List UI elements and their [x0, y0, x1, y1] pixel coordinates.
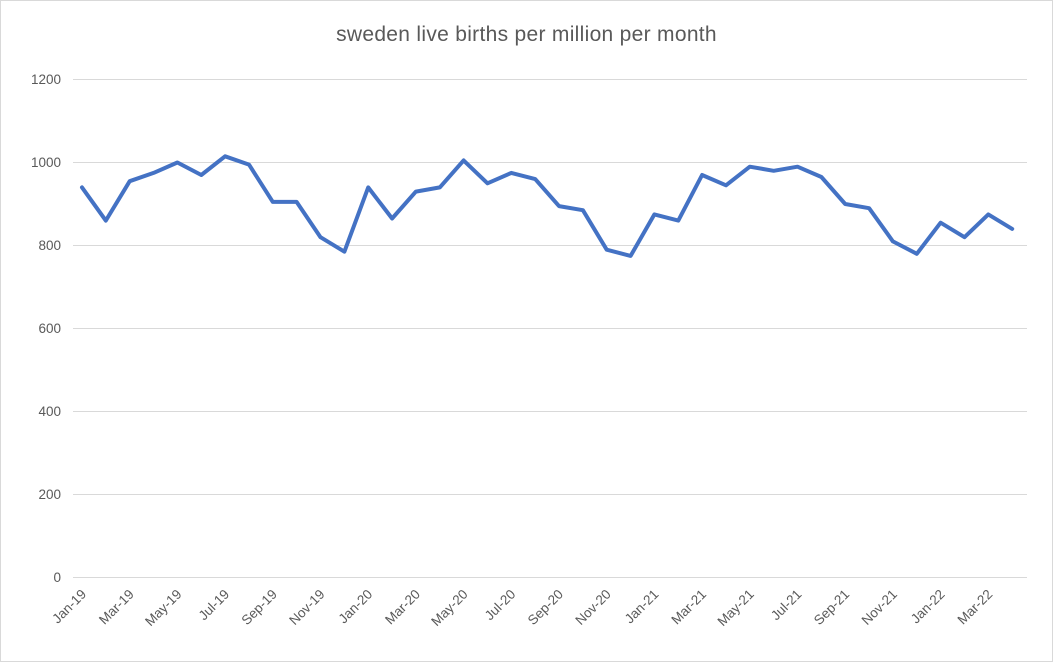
x-axis-tick-label: Mar-19 — [96, 587, 137, 628]
y-axis-tick-label: 400 — [38, 404, 61, 419]
y-axis-tick-label: 0 — [53, 570, 61, 585]
y-axis-tick-label: 800 — [38, 238, 61, 253]
x-axis-tick-label: May-20 — [428, 587, 470, 629]
x-axis-tick-label: Nov-19 — [286, 587, 327, 628]
x-axis-tick-label: Nov-21 — [859, 587, 900, 628]
x-axis-tick-label: Sep-19 — [239, 587, 280, 628]
x-axis-tick-label: Jan-21 — [622, 587, 662, 627]
x-axis-tick-label: Nov-20 — [572, 587, 613, 628]
x-axis-tick-label: Jan-19 — [49, 587, 89, 627]
x-axis-tick-label: May-19 — [142, 587, 184, 629]
chart-title: sweden live births per million per month — [336, 23, 717, 46]
x-axis-tick-label: Jan-22 — [908, 587, 948, 627]
x-axis-tick-label: Mar-20 — [382, 587, 423, 628]
x-axis-tick-label: Mar-22 — [955, 587, 996, 628]
y-axis-tick-label: 1000 — [31, 155, 61, 170]
y-axis-tick-label: 200 — [38, 487, 61, 502]
x-axis-tick-label: Jul-19 — [196, 587, 233, 624]
y-axis-tick-label: 1200 — [31, 72, 61, 87]
x-axis-tick-label: Sep-21 — [811, 587, 852, 628]
x-axis-tick-label: Jul-20 — [482, 587, 519, 624]
x-axis-tick-label: May-21 — [714, 587, 756, 629]
x-axis-tick-label: Jul-21 — [768, 587, 805, 624]
x-axis-tick-label: Mar-21 — [668, 587, 709, 628]
data-series-line — [80, 154, 1015, 258]
x-axis-tick-label: Jan-20 — [336, 587, 376, 627]
y-axis-tick-label: 600 — [38, 321, 61, 336]
x-axis-tick-label: Sep-20 — [525, 587, 566, 628]
